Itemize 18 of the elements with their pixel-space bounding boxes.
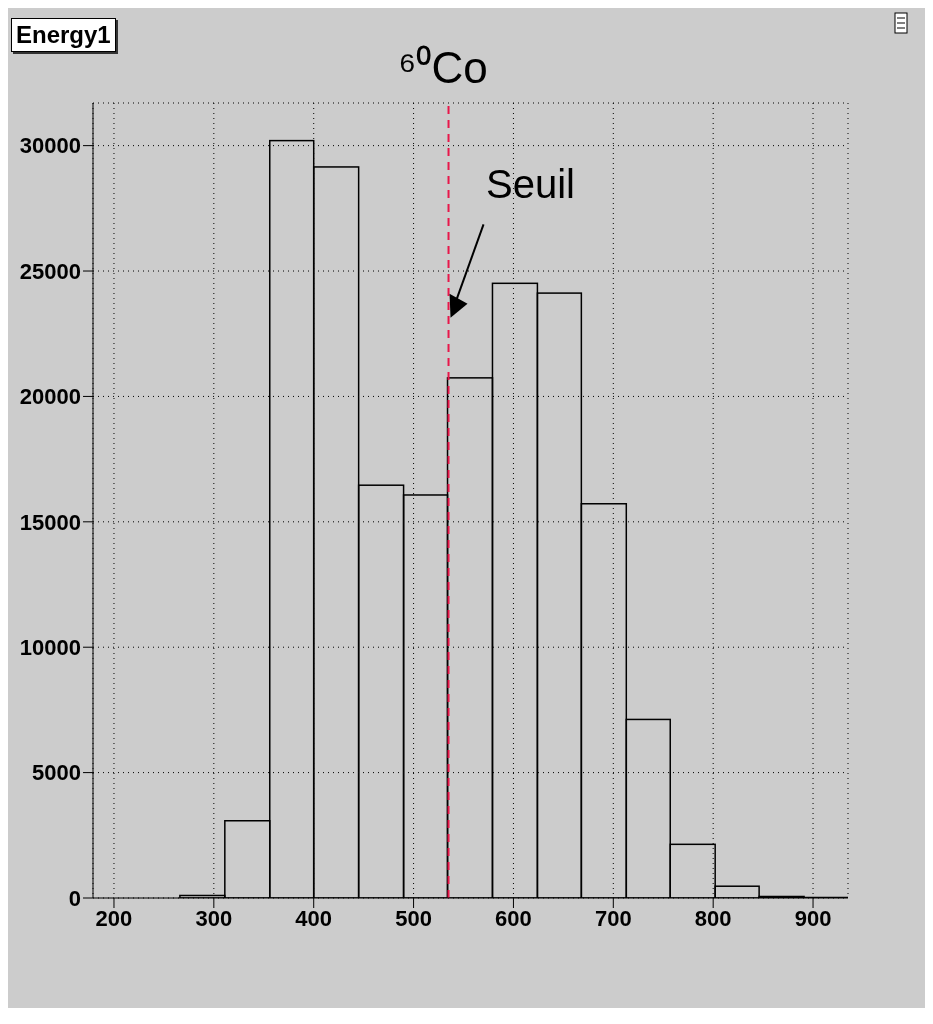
y-tick-label: 10000 — [19, 635, 81, 661]
ref-line-label: Seuil — [486, 162, 576, 207]
x-tick-label: 400 — [295, 905, 333, 931]
x-tick-label: 600 — [495, 905, 532, 931]
x-tick-label: 700 — [594, 905, 632, 931]
y-tick-label: 20000 — [19, 384, 81, 410]
text: Energy1 — [11, 18, 116, 52]
y-tick-label: 5000 — [32, 760, 81, 786]
x-tick-label: 500 — [395, 905, 432, 931]
y-tick-label: 30000 — [19, 133, 81, 159]
y-tick-label: 0 — [68, 885, 81, 911]
chart-title: ⁶⁰Co — [398, 43, 488, 92]
x-tick-label: 800 — [694, 905, 732, 931]
x-tick-label: 200 — [95, 905, 133, 931]
x-tick-label: 900 — [794, 905, 832, 931]
y-tick-label: 15000 — [19, 509, 81, 535]
y-tick-label: 25000 — [19, 258, 81, 284]
x-tick-label: 300 — [195, 905, 233, 931]
